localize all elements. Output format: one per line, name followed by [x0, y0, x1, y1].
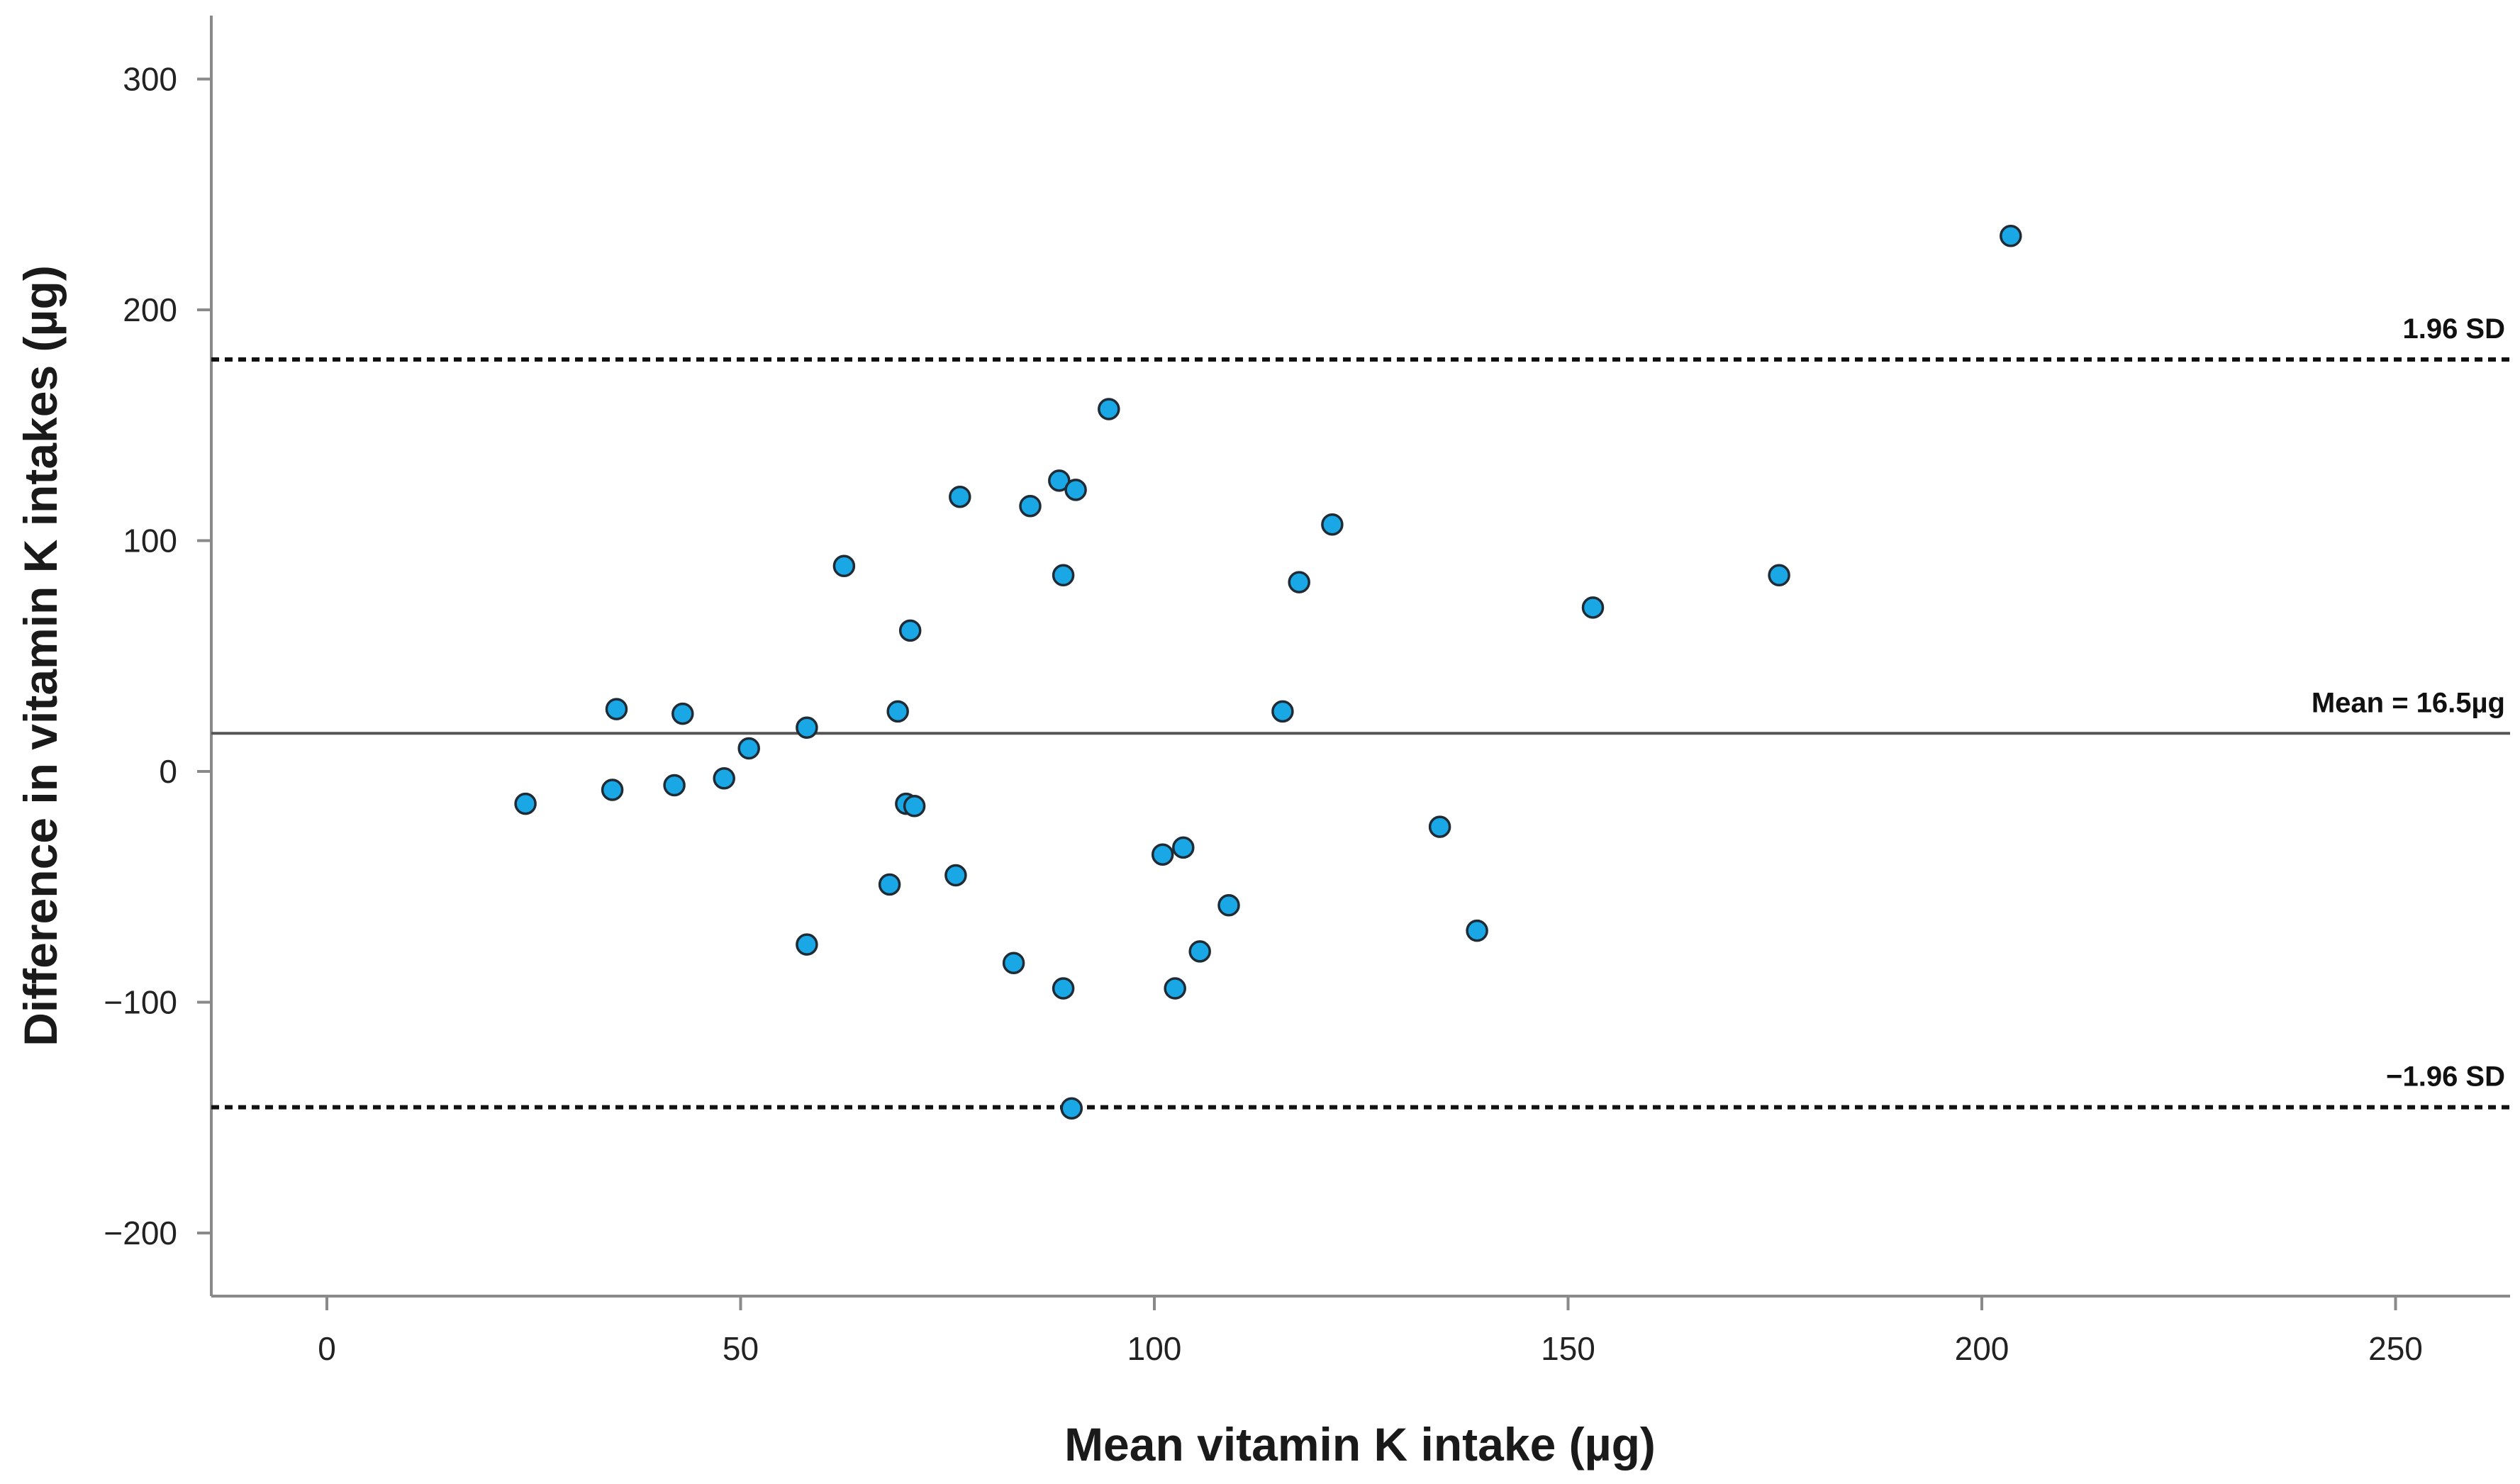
data-point: [1098, 398, 1120, 420]
x-tick-label: 200: [1955, 1330, 2009, 1367]
data-point: [1217, 894, 1240, 917]
y-tick-label: −200: [104, 1215, 177, 1251]
y-tick-label: 200: [123, 291, 177, 328]
data-point: [1052, 977, 1075, 1000]
y-tick-label: 300: [123, 61, 177, 98]
x-ticks: 0 50 100 150 200 250: [318, 1296, 2423, 1367]
data-point: [1019, 494, 1042, 518]
data-point: [1428, 815, 1451, 838]
data-point: [1052, 564, 1075, 587]
data-point: [514, 792, 537, 815]
data-point: [832, 554, 856, 578]
y-ticks: 300 200 100 0 −100 −200: [104, 61, 211, 1251]
x-tick-label: 250: [2368, 1330, 2423, 1367]
data-point: [1768, 564, 1790, 587]
data-point: [1288, 571, 1310, 593]
x-tick-label: 100: [1127, 1330, 1182, 1367]
data-point: [1172, 836, 1195, 859]
data-points: [514, 225, 2022, 1120]
data-point: [663, 774, 686, 797]
data-point: [1188, 940, 1211, 963]
data-point: [944, 864, 967, 887]
x-tick-label: 50: [723, 1330, 759, 1367]
data-point: [1271, 700, 1294, 723]
data-point: [2000, 225, 2022, 247]
data-point: [1060, 1097, 1083, 1120]
y-tick-label: 100: [123, 523, 177, 559]
data-point: [949, 485, 971, 508]
data-point: [796, 716, 818, 739]
data-point: [605, 698, 628, 720]
data-point: [886, 700, 909, 723]
data-point: [671, 702, 694, 725]
y-tick-label: −100: [104, 984, 177, 1021]
upper-limit-label: 1.96 SD: [2402, 313, 2505, 345]
data-point: [1048, 469, 1071, 492]
data-point: [737, 737, 760, 760]
data-point: [1151, 843, 1174, 866]
x-tick-label: 0: [318, 1330, 336, 1367]
data-point: [601, 779, 624, 801]
data-point: [1581, 596, 1605, 619]
mean-label: Mean = 16.5µg: [2312, 687, 2505, 718]
y-axis-title: Difference in vitamin K intakes (µg): [14, 265, 67, 1047]
x-axis-title: Mean vitamin K intake (µg): [1064, 1418, 1656, 1471]
data-point: [898, 619, 922, 642]
reference-lines: 1.96 SD Mean = 16.5µg −1.96 SD: [211, 313, 2510, 1110]
data-point: [1064, 479, 1087, 501]
data-point: [878, 873, 901, 896]
data-point: [1002, 952, 1025, 974]
data-point: [903, 795, 926, 818]
x-tick-label: 150: [1541, 1330, 1595, 1367]
data-point: [796, 933, 818, 956]
data-point: [1321, 513, 1344, 536]
data-point: [1164, 977, 1186, 1000]
data-point: [713, 767, 735, 790]
axes: [210, 16, 2510, 1298]
y-tick-label: 0: [159, 753, 177, 790]
lower-limit-label: −1.96 SD: [2386, 1061, 2505, 1093]
data-point: [1466, 919, 1488, 942]
